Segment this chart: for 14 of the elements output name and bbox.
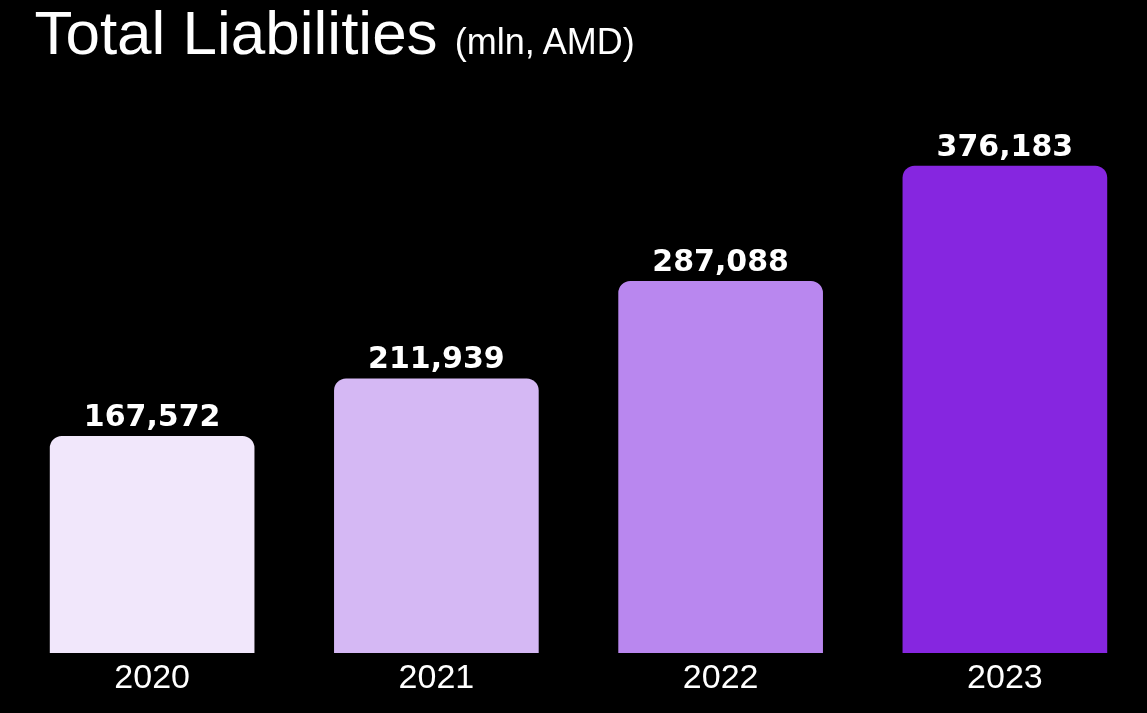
- x-tick-label: 2021: [398, 657, 475, 695]
- chart-subtitle: (mln, AMD): [454, 21, 635, 63]
- bar: [902, 165, 1108, 653]
- x-tick-label: 2020: [114, 657, 190, 695]
- x-tick-label: 2022: [682, 657, 759, 695]
- data-label: 287,088: [652, 243, 789, 279]
- bar: [334, 378, 539, 653]
- bar: [49, 435, 255, 653]
- data-label: 167,572: [83, 397, 221, 433]
- data-label: 211,939: [368, 340, 505, 376]
- bar: [618, 281, 823, 653]
- chart-title: Total Liabilities: [34, 0, 438, 68]
- x-tick-label: 2023: [967, 657, 1043, 695]
- data-label: 376,183: [936, 127, 1074, 163]
